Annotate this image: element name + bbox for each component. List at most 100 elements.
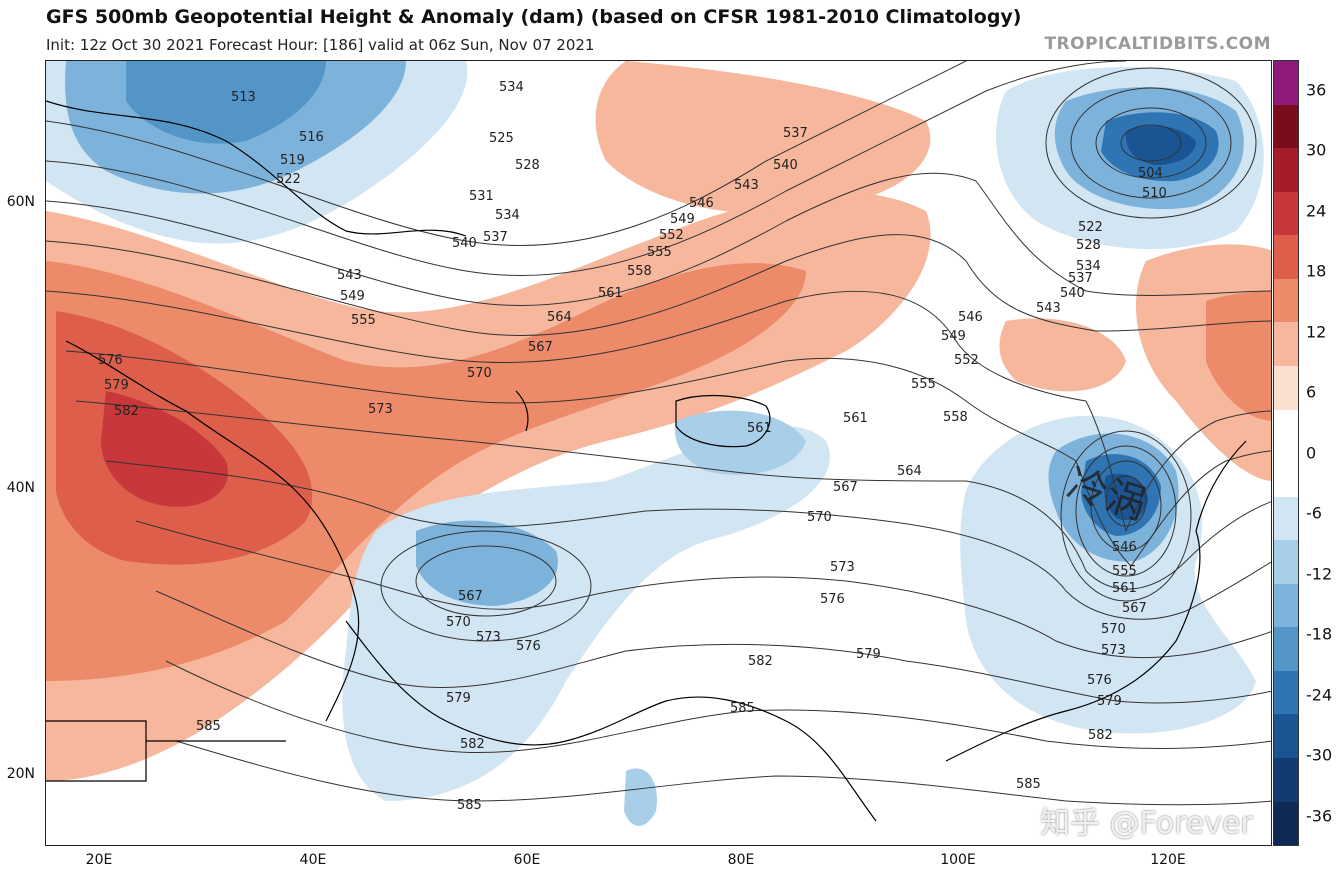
contour-label: 585	[457, 798, 482, 813]
contour-label: 531	[469, 189, 494, 204]
lon-label-40e: 40E	[299, 852, 327, 868]
contour-label: 534	[495, 208, 520, 223]
contour-label: 546	[689, 196, 714, 211]
contour-label: 570	[467, 366, 492, 381]
lon-label-120e: 120E	[1150, 852, 1186, 868]
contour-label: 564	[547, 310, 572, 325]
contour-label: 579	[1097, 694, 1122, 709]
contour-label: 504	[1138, 166, 1163, 181]
contour-label: 582	[748, 654, 773, 669]
contour-label: 534	[1076, 259, 1101, 274]
contour-label: 516	[299, 130, 324, 145]
colorbar-segment	[1274, 322, 1298, 366]
contour-label: 543	[734, 178, 759, 193]
colorbar-segment	[1274, 453, 1298, 497]
contour-label: 549	[670, 212, 695, 227]
colorbar-tick: 6	[1306, 382, 1317, 402]
contour-label: 561	[747, 421, 772, 436]
contour-label: 585	[1016, 777, 1041, 792]
colorbar-tick: 30	[1306, 140, 1327, 160]
lon-label-100e: 100E	[940, 852, 976, 868]
colorbar-segment	[1274, 801, 1298, 846]
contour-label: 579	[104, 378, 129, 393]
contour-label: 582	[1088, 728, 1113, 743]
contour-label: 567	[528, 340, 553, 355]
negative-anomaly-shading	[46, 61, 1264, 826]
contour-label: 510	[1142, 186, 1167, 201]
colorbar-tick: -24	[1306, 685, 1333, 705]
colorbar-segment	[1274, 627, 1298, 671]
contour-label: 561	[843, 411, 868, 426]
colorbar-segment	[1274, 540, 1298, 584]
colorbar-tick: -18	[1306, 624, 1333, 644]
contour-label: 585	[730, 701, 755, 716]
colorbar-tick: -12	[1306, 564, 1333, 584]
contour-label: 540	[773, 158, 798, 173]
contour-label: 525	[489, 131, 514, 146]
source-credit: TROPICALTIDBITS.COM	[1044, 34, 1271, 54]
contour-label: 555	[647, 245, 672, 260]
contour-label: 552	[954, 353, 979, 368]
contour-label: 570	[807, 510, 832, 525]
contour-label: 543	[337, 268, 362, 283]
contour-label: 570	[446, 615, 471, 630]
contour-label: 582	[114, 404, 139, 419]
lon-label-60e: 60E	[513, 852, 541, 868]
contour-label: 567	[833, 480, 858, 495]
contour-label: 528	[515, 158, 540, 173]
contour-label: 540	[1060, 286, 1085, 301]
colorbar-segment	[1274, 235, 1298, 279]
contour-label: 576	[1087, 673, 1112, 688]
height-contours	[46, 61, 1271, 806]
coastlines-borders	[46, 100, 1247, 822]
contour-label: 573	[830, 560, 855, 575]
contour-label: 555	[1112, 564, 1137, 579]
lat-label-20n: 20N	[6, 766, 35, 782]
positive-anomaly-shading	[46, 61, 1271, 782]
contour-label: 555	[351, 313, 376, 328]
contour-label: 585	[196, 719, 221, 734]
colorbar-segment	[1274, 758, 1298, 802]
contour-label: 546	[1112, 540, 1137, 555]
contour-label: 537	[1068, 271, 1093, 286]
colorbar-segment	[1274, 714, 1298, 758]
colorbar-tick: 36	[1306, 80, 1327, 100]
contour-label: 552	[659, 228, 684, 243]
contour-label: 558	[943, 410, 968, 425]
anomaly-colorbar	[1273, 60, 1299, 846]
colorbar-tick: 24	[1306, 201, 1327, 221]
colorbar-tick: 18	[1306, 261, 1327, 281]
colorbar-segment	[1274, 496, 1298, 541]
contour-label: 561	[598, 286, 623, 301]
colorbar-segment	[1274, 583, 1298, 628]
contour-label: 573	[476, 630, 501, 645]
lon-label-80e: 80E	[727, 852, 755, 868]
contour-label: 522	[276, 172, 301, 187]
contour-label: 579	[856, 647, 881, 662]
colorbar-segment	[1274, 148, 1298, 192]
colorbar-segment	[1274, 278, 1298, 323]
contour-label: 537	[783, 126, 808, 141]
contour-label: 537	[483, 230, 508, 245]
contour-label: 567	[1122, 601, 1147, 616]
contour-label: 570	[1101, 622, 1126, 637]
contour-label: 549	[340, 289, 365, 304]
colorbar-segment	[1274, 365, 1298, 410]
colorbar-tick: -36	[1306, 806, 1333, 826]
contour-label: 540	[452, 236, 477, 251]
contour-label: 543	[1036, 301, 1061, 316]
colorbar-segment	[1274, 670, 1298, 715]
colorbar-tick: 0	[1306, 443, 1317, 463]
contour-label: 561	[1112, 581, 1137, 596]
colorbar-tick: -6	[1306, 503, 1322, 523]
colorbar-tick: -30	[1306, 745, 1333, 765]
contour-label: 558	[627, 264, 652, 279]
contour-label: 513	[231, 90, 256, 105]
contour-label: 555	[911, 377, 936, 392]
chart-subtitle: Init: 12z Oct 30 2021 Forecast Hour: [18…	[46, 36, 595, 54]
watermark: 知乎 @Forever	[1040, 806, 1253, 841]
colorbar-segment	[1274, 191, 1298, 236]
contour-label: 582	[460, 737, 485, 752]
contour-label: 528	[1076, 238, 1101, 253]
contour-label: 576	[516, 639, 541, 654]
